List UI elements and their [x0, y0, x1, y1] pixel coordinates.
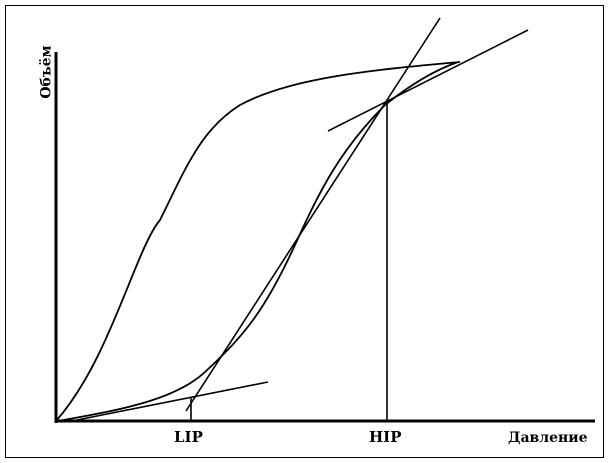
upper-tangent-line	[327, 29, 529, 132]
x-axis-label: Давление	[508, 430, 588, 446]
figure-frame	[5, 5, 604, 458]
hip-label: HIP	[369, 428, 402, 446]
y-axis-label: Объём	[38, 45, 55, 99]
lower-tangent-line	[71, 381, 269, 422]
lip-label: LIP	[174, 428, 203, 446]
linear-segment-line	[185, 17, 441, 412]
deflation-curve	[55, 61, 461, 422]
inflation-curve	[57, 61, 459, 422]
